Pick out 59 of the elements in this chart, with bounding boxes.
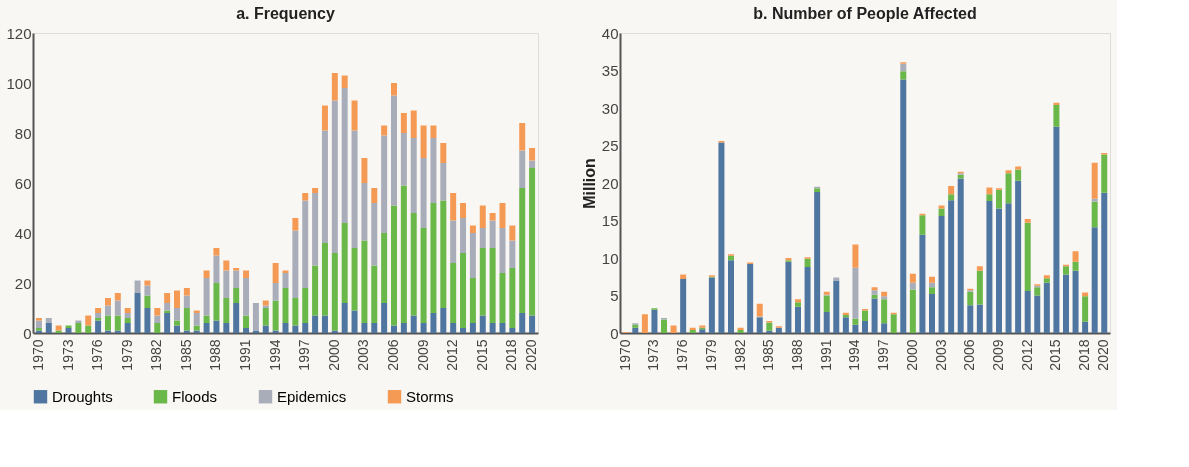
x-tick-label: 1970 — [29, 339, 46, 371]
x-tick-label: 2018 — [1076, 339, 1093, 371]
y-tick-label: 60 — [14, 174, 32, 192]
y-tick-label: 5 — [610, 287, 619, 304]
x-tick-label: 2020 — [523, 339, 540, 371]
y-tick-label: 30 — [601, 99, 619, 117]
x-tick-label: 1973 — [59, 339, 76, 371]
x-tick-label: 2015 — [1047, 339, 1064, 371]
x-tick-label: 2003 — [355, 339, 372, 371]
x-tick-label: 1994 — [266, 339, 283, 371]
y-tick-label: 80 — [14, 124, 32, 142]
y-tick-label: 100 — [6, 74, 32, 92]
x-tick-label: 1991 — [817, 339, 834, 371]
x-tick-label: 1973 — [645, 339, 662, 371]
y-tick-label: 15 — [601, 212, 619, 229]
y-tick-label: 0 — [23, 324, 32, 342]
y-tick-label: 0 — [610, 324, 619, 342]
x-tick-label: 2009 — [989, 339, 1006, 371]
x-tick-label: 1994 — [846, 339, 863, 371]
chart-title: b. Number of People Affected — [753, 5, 977, 22]
legend-label: Epidemics — [277, 387, 347, 405]
x-tick-label: 1997 — [875, 339, 892, 371]
x-tick-label: 2009 — [414, 339, 431, 371]
legend-label: Floods — [172, 387, 218, 405]
y-tick-label: 40 — [14, 224, 32, 242]
x-tick-label: 1979 — [702, 339, 719, 371]
x-tick-label: 2006 — [385, 339, 401, 371]
x-tick-label: 1976 — [89, 339, 106, 371]
x-tick-label: 1985 — [177, 339, 194, 371]
x-tick-label: 1991 — [237, 339, 254, 371]
x-tick-label: 1988 — [207, 339, 224, 371]
x-tick-label: 1979 — [118, 339, 135, 371]
x-tick-label: 1985 — [760, 339, 777, 371]
x-tick-label: 2012 — [1018, 339, 1035, 371]
x-tick-label: 1982 — [148, 339, 165, 371]
y-tick-label: 10 — [601, 249, 619, 267]
y-tick-label: 25 — [601, 137, 619, 154]
x-tick-label: 2015 — [473, 339, 490, 371]
x-tick-label: 2000 — [325, 339, 342, 371]
x-tick-label: 2012 — [444, 339, 461, 371]
y-tick-label: 35 — [601, 62, 619, 79]
chart-title: a. Frequency — [236, 5, 335, 22]
x-tick-label: 2006 — [961, 339, 978, 371]
x-tick-label: 2000 — [903, 339, 920, 371]
x-tick-label: 1982 — [731, 339, 748, 371]
legend-label: Droughts — [52, 387, 113, 405]
y-tick-label: 20 — [14, 274, 32, 292]
y-tick-label: 40 — [601, 24, 619, 42]
x-tick-label: 1997 — [296, 339, 313, 371]
y-tick-label: 20 — [601, 174, 619, 192]
x-tick-label: 2003 — [932, 339, 949, 371]
x-tick-label: 2018 — [503, 339, 520, 371]
x-tick-label: 1970 — [616, 339, 633, 371]
y-tick-label: 120 — [6, 24, 32, 42]
x-tick-label: 1988 — [789, 339, 806, 371]
x-tick-label: 2020 — [1095, 339, 1112, 371]
x-tick-label: 1976 — [674, 339, 691, 371]
legend-label: Storms — [406, 387, 454, 405]
y-axis-title: Million — [580, 158, 598, 209]
